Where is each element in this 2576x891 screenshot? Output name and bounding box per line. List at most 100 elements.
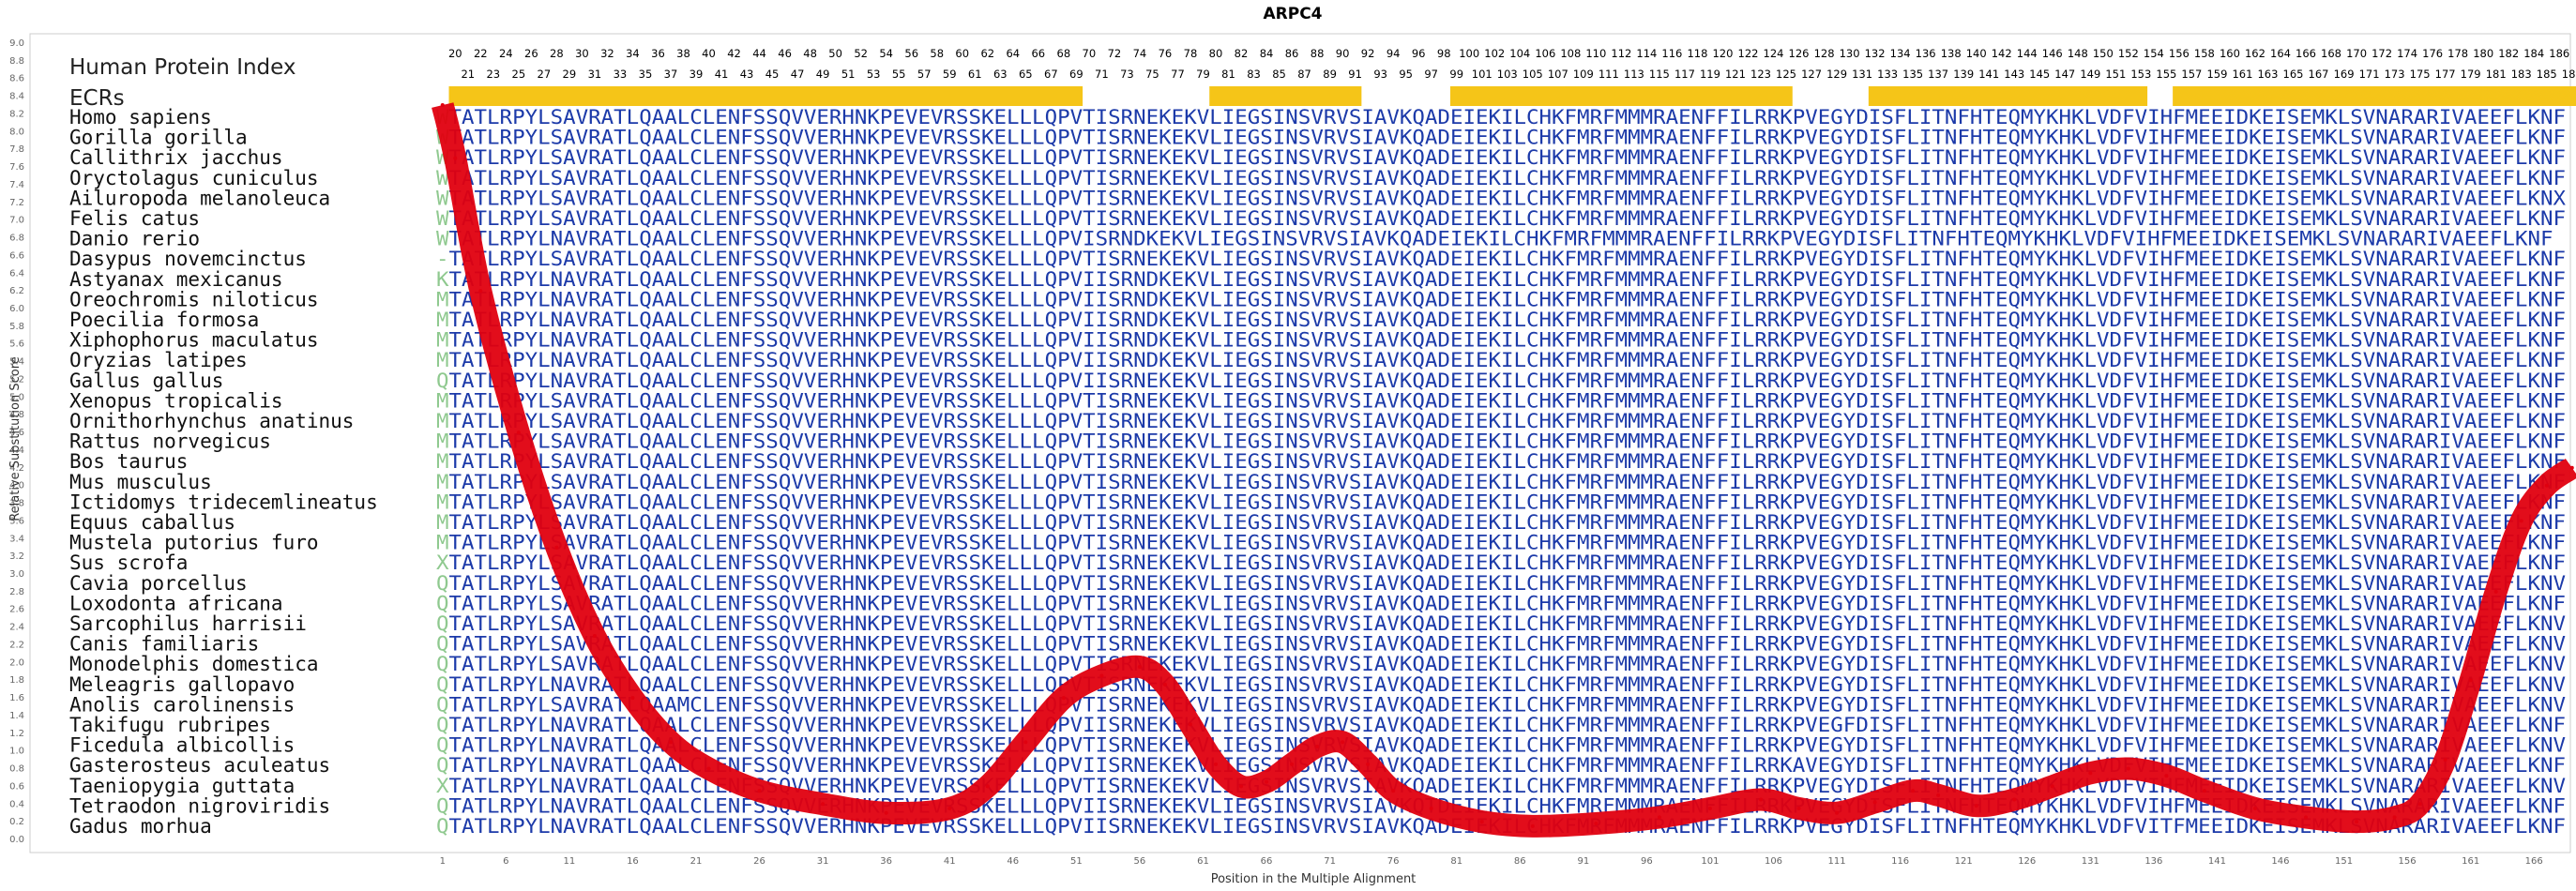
species-name: Poecilia formosa xyxy=(69,309,259,331)
sequence-row: MTATLRPYLSAVRATLQAALCLENFSSQVVERHNKPEVEV… xyxy=(436,511,2566,534)
score-point xyxy=(706,766,711,771)
human-index-number: 65 xyxy=(1019,68,1033,81)
human-index-number: 53 xyxy=(867,68,881,81)
y-tick-label: 1.8 xyxy=(9,675,24,686)
y-tick-label: 9.0 xyxy=(9,38,24,49)
x-tick-label: 166 xyxy=(2525,856,2543,867)
human-index-number: 81 xyxy=(1221,68,1235,81)
y-tick-label: 0.0 xyxy=(9,835,24,845)
score-point xyxy=(1796,806,1801,810)
human-index-number: 145 xyxy=(2029,68,2050,81)
species-name: Canis familiaris xyxy=(69,633,259,656)
species-name: Mus musculus xyxy=(69,471,212,493)
score-point xyxy=(630,696,635,701)
human-index-number: 90 xyxy=(1336,47,1350,60)
human-index-number: 33 xyxy=(614,68,628,81)
human-index-number: 162 xyxy=(2245,47,2265,60)
y-tick-label: 2.0 xyxy=(9,657,24,668)
human-index-number: 164 xyxy=(2270,47,2291,60)
sequence-row: WTATLRPYLSAVRATLQAALCLENFSSQVVERHNKPEVEV… xyxy=(436,207,2566,230)
y-tick-label: 8.0 xyxy=(9,127,24,137)
x-tick-label: 21 xyxy=(690,856,703,867)
human-index-number: 98 xyxy=(1437,47,1451,60)
species-name: Callithrix jacchus xyxy=(69,146,283,169)
human-index-number: 82 xyxy=(1235,47,1249,60)
species-name: Rattus norvegicus xyxy=(69,430,271,453)
human-index-number: 126 xyxy=(1789,47,1810,60)
species-name: Oreochromis niloticus xyxy=(69,288,319,310)
human-index-number: 25 xyxy=(512,68,526,81)
human-index-number: 110 xyxy=(1585,47,1606,60)
human-index-number: 139 xyxy=(1953,68,1974,81)
species-name: Oryzias latipes xyxy=(69,349,248,371)
human-index-number: 93 xyxy=(1373,68,1387,81)
human-index-number: 140 xyxy=(1966,47,1987,60)
human-index-number: 112 xyxy=(1611,47,1631,60)
human-index-number: 165 xyxy=(2283,68,2304,81)
sequence-row: QTATLRPYLNAVRATLQAALCLENFSSQVVERHNKPEVEV… xyxy=(436,734,2566,757)
y-tick-label: 3.0 xyxy=(9,569,24,580)
sequence-row: MTATLRPYLNAVRATLQAALCLENFSSQVVERHNKPEVEV… xyxy=(436,309,2566,331)
score-point xyxy=(592,634,597,639)
score-point xyxy=(2569,465,2574,470)
score-point xyxy=(2012,797,2017,802)
human-index-number: 122 xyxy=(1738,47,1759,60)
human-index-number: 77 xyxy=(1171,68,1185,81)
human-index-number: 86 xyxy=(1285,47,1299,60)
score-point xyxy=(757,789,762,793)
human-index-number: 26 xyxy=(524,47,538,60)
sequence-row: MTATLRPYLNAVRATLQAALCLENFSSQVVERHNKPEVEV… xyxy=(436,349,2566,371)
human-index-number: 152 xyxy=(2118,47,2139,60)
human-index-number: 170 xyxy=(2346,47,2367,60)
human-index-number: 156 xyxy=(2169,47,2190,60)
human-index-number: 104 xyxy=(1509,47,1530,60)
x-tick-label: 116 xyxy=(1891,856,1909,867)
score-point xyxy=(1657,815,1661,820)
human-index-number: 102 xyxy=(1484,47,1505,60)
human-index-number: 74 xyxy=(1133,47,1147,60)
x-tick-label: 1 xyxy=(440,856,446,867)
human-index-number: 36 xyxy=(651,47,665,60)
human-index-number: 131 xyxy=(1852,68,1872,81)
human-index-number: 20 xyxy=(448,47,462,60)
human-index-number: 87 xyxy=(1297,68,1311,81)
sequence-row: QTATLRPYLNAVRATLQAALCLENFSSQVVERHNKPEVEV… xyxy=(436,370,2566,392)
species-name: Xiphophorus maculatus xyxy=(69,329,319,352)
human-index-number: 125 xyxy=(1776,68,1796,81)
y-tick-label: 6.0 xyxy=(9,304,24,314)
species-name: Xenopus tropicalis xyxy=(69,389,283,412)
x-tick-label: 151 xyxy=(2335,856,2353,867)
score-point xyxy=(821,802,826,807)
y-tick-label: 5.2 xyxy=(9,374,24,385)
human-index-number: 160 xyxy=(2220,47,2240,60)
human-index-number: 135 xyxy=(1902,68,1923,81)
human-index-number: 91 xyxy=(1348,68,1362,81)
human-index-number: 119 xyxy=(1700,68,1720,81)
human-index-number: 76 xyxy=(1159,47,1173,60)
species-name: Monodelphis domestica xyxy=(69,653,319,675)
human-index-number: 64 xyxy=(1006,47,1020,60)
score-point xyxy=(1061,696,1066,701)
score-point xyxy=(2050,784,2054,789)
human-index-number: 187 xyxy=(2562,68,2576,81)
human-index-number: 185 xyxy=(2537,68,2557,81)
human-index-number: 75 xyxy=(1145,68,1159,81)
species-name: Takifugu rubripes xyxy=(69,714,271,736)
human-index-number: 34 xyxy=(626,47,640,60)
score-point xyxy=(1162,682,1167,687)
score-point xyxy=(1835,810,1840,815)
sequence-row: WTATLRPYLNAVRATLQAALCLENFSSQVVERHNKPEVEV… xyxy=(436,228,2553,250)
x-tick-label: 61 xyxy=(1197,856,1209,867)
species-name: Ailuropoda melanoleuca xyxy=(69,187,330,209)
y-tick-label: 5.4 xyxy=(9,357,24,368)
score-point xyxy=(1099,673,1104,678)
x-tick-label: 11 xyxy=(564,856,576,867)
score-point xyxy=(668,740,673,745)
species-name: Danio rerio xyxy=(69,228,200,250)
y-tick-label: 0.6 xyxy=(9,781,24,792)
score-point xyxy=(2417,802,2422,807)
x-tick-label: 121 xyxy=(1955,856,1973,867)
human-index-number: 89 xyxy=(1323,68,1337,81)
y-tick-label: 7.2 xyxy=(9,198,24,208)
y-tick-label: 1.6 xyxy=(9,693,24,703)
